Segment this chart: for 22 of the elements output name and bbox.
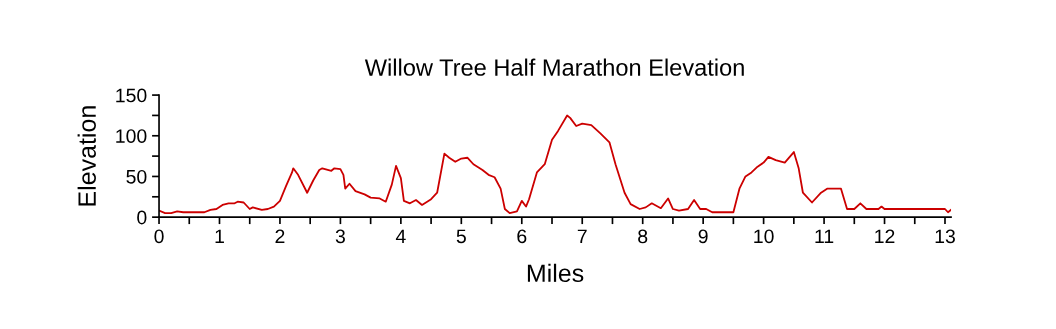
x-tick-label: 7: [577, 229, 587, 244]
y-axis-title: Elevation: [77, 106, 96, 206]
x-tick-label: 2: [275, 229, 285, 244]
y-tick-label: 100: [116, 129, 147, 143]
x-tick-label: 4: [395, 229, 406, 244]
x-tick-label: 8: [638, 229, 648, 244]
chart-title: Willow Tree Half Marathon Elevation: [364, 58, 744, 76]
x-tick-label: 1: [215, 229, 224, 244]
x-tick-label: 3: [335, 229, 345, 244]
line-series: [159, 114, 952, 214]
y-tick-label: 0: [137, 210, 147, 225]
x-tick-label: 0: [154, 229, 164, 244]
x-tick-label: 6: [517, 229, 527, 244]
x-tick-label: 12: [875, 229, 895, 244]
x-tick-label: 13: [935, 229, 955, 244]
x-tick-label: 9: [698, 229, 708, 244]
x-axis-title: Miles: [527, 263, 584, 283]
x-tick-label: 5: [456, 229, 466, 244]
x-tick-label: 10: [754, 229, 774, 244]
y-tick-label: 150: [116, 88, 147, 103]
y-tick-label: 50: [126, 169, 147, 184]
x-tick-label: 11: [815, 229, 834, 244]
